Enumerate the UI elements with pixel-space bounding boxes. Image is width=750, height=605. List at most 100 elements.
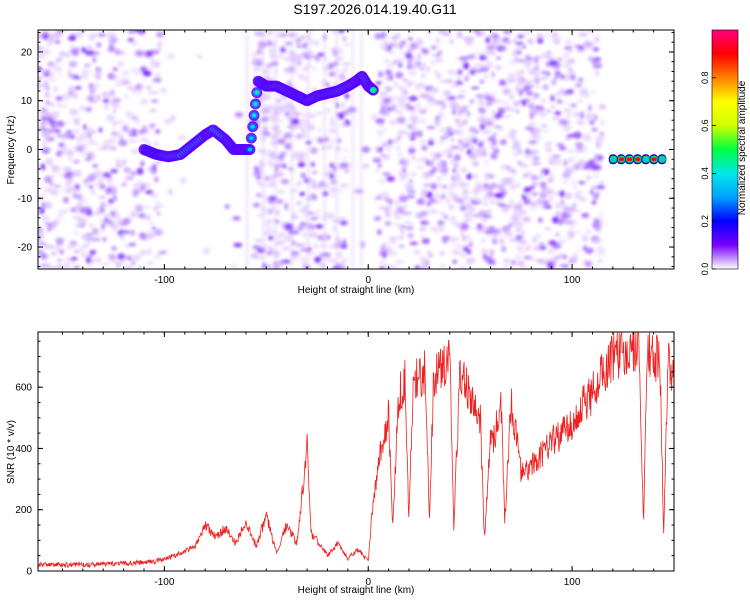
noise-blob <box>89 250 97 255</box>
noise-blob <box>383 39 392 43</box>
noise-blob <box>407 223 415 229</box>
noise-blob <box>481 225 489 232</box>
noise-blob <box>382 114 390 118</box>
noise-blob <box>84 181 89 188</box>
noise-blob <box>87 141 98 145</box>
noise-blob <box>71 92 79 99</box>
noise-blob <box>425 174 433 178</box>
colorbar-tick-label: 0.6 <box>700 119 710 132</box>
noise-blob <box>266 104 274 111</box>
noise-blob <box>107 72 115 80</box>
noise-blob <box>106 138 117 144</box>
spectrogram-noise-layer <box>38 30 607 269</box>
noise-blob <box>79 152 89 156</box>
noise-blob <box>507 73 515 79</box>
noise-blob <box>330 179 337 185</box>
ridge-core <box>253 102 258 106</box>
noise-blob <box>426 85 431 89</box>
noise-blob <box>474 63 485 67</box>
noise-blob <box>250 252 259 260</box>
noise-blob <box>415 103 421 108</box>
noise-blob <box>41 100 45 104</box>
noise-blob <box>70 48 79 55</box>
noise-blob <box>547 247 555 255</box>
noise-blob <box>269 53 275 59</box>
noise-blob <box>383 40 389 48</box>
noise-blob <box>255 61 264 67</box>
noise-blob <box>56 57 61 62</box>
noise-streak <box>290 30 293 269</box>
noise-blob <box>75 225 80 228</box>
noise-blob <box>473 51 482 55</box>
noise-blob <box>386 214 391 217</box>
noise-blob <box>509 199 514 205</box>
noise-blob <box>270 140 279 146</box>
noise-blob <box>590 90 595 94</box>
noise-blob <box>420 221 426 225</box>
noise-blob <box>503 258 511 264</box>
noise-blob <box>77 201 81 205</box>
spectrogram-signal-layer <box>138 70 667 165</box>
noise-blob <box>296 225 305 231</box>
noise-blob <box>98 206 107 210</box>
noise-blob <box>459 105 468 113</box>
noise-blob <box>45 85 50 92</box>
noise-blob <box>375 117 385 125</box>
noise-blob <box>528 122 534 128</box>
noise-blob <box>576 230 582 235</box>
noise-blob <box>300 35 305 41</box>
noise-blob <box>542 205 552 209</box>
noise-blob <box>48 184 55 188</box>
noise-blob <box>138 266 142 269</box>
noise-blob <box>435 121 440 125</box>
noise-blob <box>302 118 307 122</box>
noise-blob <box>41 110 47 117</box>
y-tick-label: 20 <box>21 47 33 58</box>
noise-blob <box>311 171 318 174</box>
noise-blob <box>79 75 89 80</box>
noise-blob <box>300 172 306 179</box>
noise-blob <box>156 41 163 46</box>
noise-blob <box>512 139 519 142</box>
noise-blob <box>551 78 557 86</box>
noise-blob <box>55 151 63 157</box>
noise-blob <box>117 253 125 261</box>
noise-blob <box>566 236 574 240</box>
noise-blob <box>328 173 335 180</box>
noise-blob <box>301 127 305 133</box>
noise-blob <box>293 187 298 193</box>
noise-blob <box>64 257 72 262</box>
noise-blob <box>71 184 75 192</box>
noise-blob <box>595 70 599 77</box>
noise-blob <box>150 60 158 67</box>
noise-blob <box>480 238 487 243</box>
noise-blob <box>85 232 95 237</box>
noise-blob <box>125 255 133 261</box>
noise-blob <box>79 198 84 203</box>
noise-blob <box>266 225 272 232</box>
noise-blob <box>418 83 426 88</box>
noise-blob <box>531 161 541 165</box>
noise-blob <box>466 141 475 147</box>
noise-blob <box>437 166 444 170</box>
noise-blob <box>544 188 554 196</box>
noise-blob <box>51 225 58 230</box>
noise-blob <box>526 244 532 250</box>
noise-blob <box>502 87 512 95</box>
noise-blob <box>548 263 555 269</box>
noise-blob <box>102 195 106 199</box>
noise-blob <box>507 222 514 228</box>
noise-blob <box>378 205 385 211</box>
noise-blob <box>474 129 480 134</box>
noise-blob <box>457 122 463 130</box>
noise-blob <box>327 235 331 240</box>
noise-blob <box>267 235 274 241</box>
noise-blob <box>403 204 408 208</box>
noise-blob <box>599 212 603 220</box>
noise-blob <box>466 257 476 265</box>
noise-blob <box>521 195 527 200</box>
noise-blob <box>384 221 392 226</box>
noise-blob <box>522 216 532 222</box>
noise-blob <box>326 143 333 150</box>
noise-blob <box>427 95 433 101</box>
